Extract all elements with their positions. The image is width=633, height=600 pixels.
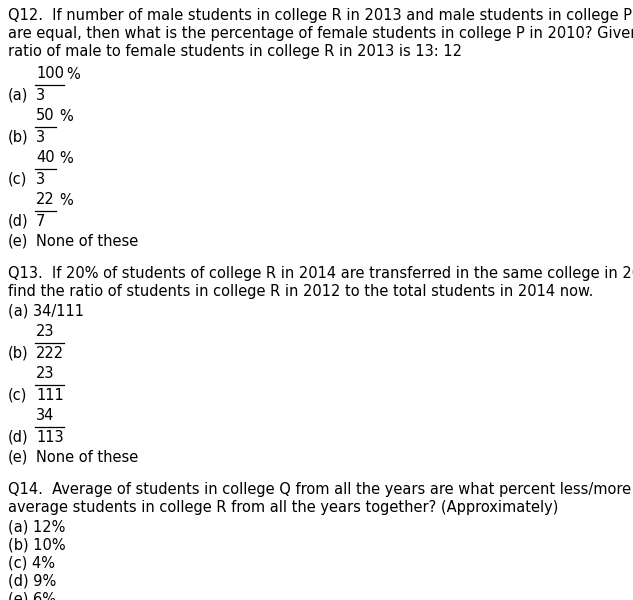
Text: 222: 222 [36,346,64,361]
Text: 34: 34 [36,408,54,423]
Text: (e) 6%: (e) 6% [8,592,56,600]
Text: ratio of male to female students in college R in 2013 is 13: 12: ratio of male to female students in coll… [8,44,462,59]
Text: (a): (a) [8,88,28,103]
Text: (d): (d) [8,430,28,445]
Text: None of these: None of these [36,234,138,249]
Text: average students in college R from all the years together? (Approximately): average students in college R from all t… [8,500,558,515]
Text: (a) 34/111: (a) 34/111 [8,304,84,319]
Text: 23: 23 [36,366,54,381]
Text: %: % [59,193,73,208]
Text: (b) 10%: (b) 10% [8,538,66,553]
Text: 111: 111 [36,388,64,403]
Text: 113: 113 [36,430,64,445]
Text: (b): (b) [8,346,28,361]
Text: 50: 50 [36,108,54,123]
Text: 23: 23 [36,324,54,339]
Text: 3: 3 [36,130,45,145]
Text: %: % [66,67,80,82]
Text: (b): (b) [8,130,28,145]
Text: %: % [59,109,73,124]
Text: are equal, then what is the percentage of female students in college P in 2010? : are equal, then what is the percentage o… [8,26,633,41]
Text: 7: 7 [36,214,46,229]
Text: Q14.  Average of students in college Q from all the years are what percent less/: Q14. Average of students in college Q fr… [8,482,633,497]
Text: find the ratio of students in college R in 2012 to the total students in 2014 no: find the ratio of students in college R … [8,284,593,299]
Text: 100: 100 [36,66,64,81]
Text: %: % [59,151,73,166]
Text: (a) 12%: (a) 12% [8,520,65,535]
Text: (d): (d) [8,214,28,229]
Text: Q13.  If 20% of students of college R in 2014 are transferred in the same colleg: Q13. If 20% of students of college R in … [8,266,633,281]
Text: (d) 9%: (d) 9% [8,574,56,589]
Text: Q12.  If number of male students in college R in 2013 and male students in colle: Q12. If number of male students in colle… [8,8,633,23]
Text: 40: 40 [36,150,54,165]
Text: None of these: None of these [36,450,138,465]
Text: (c) 4%: (c) 4% [8,556,55,571]
Text: (c): (c) [8,388,27,403]
Text: (c): (c) [8,172,27,187]
Text: (e): (e) [8,234,28,249]
Text: 22: 22 [36,192,54,207]
Text: 3: 3 [36,88,45,103]
Text: (e): (e) [8,450,28,465]
Text: 3: 3 [36,172,45,187]
